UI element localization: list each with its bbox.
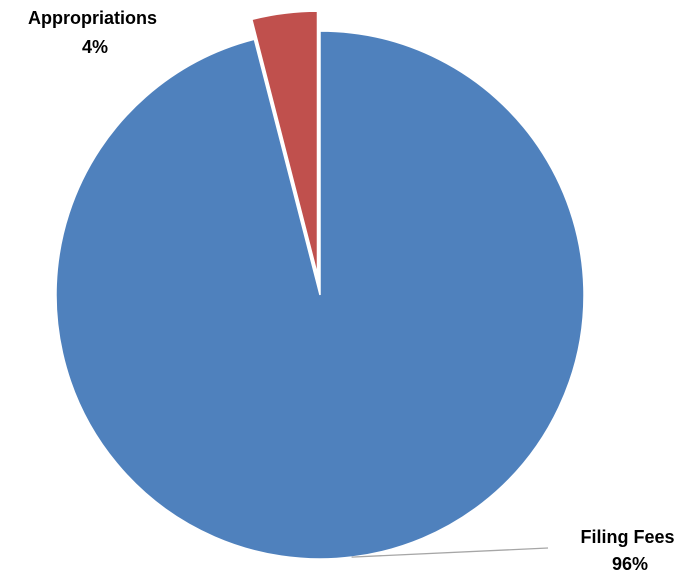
slice-name-filing-fees: Filing Fees xyxy=(580,527,674,547)
pie-slices xyxy=(55,10,585,560)
slice-name-appropriations: Appropriations xyxy=(28,8,157,28)
slice-percent-filing-fees: 96% xyxy=(612,554,648,574)
data-label-filing-fees: Filing Fees 96% xyxy=(580,527,679,574)
pie-slice-appropriations xyxy=(250,10,319,276)
data-label-appropriations: Appropriations 4% xyxy=(28,8,162,57)
pie-slice-filing-fees xyxy=(55,30,585,560)
slice-percent-appropriations: 4% xyxy=(82,37,108,57)
leader-line-filing-fees xyxy=(351,547,549,558)
